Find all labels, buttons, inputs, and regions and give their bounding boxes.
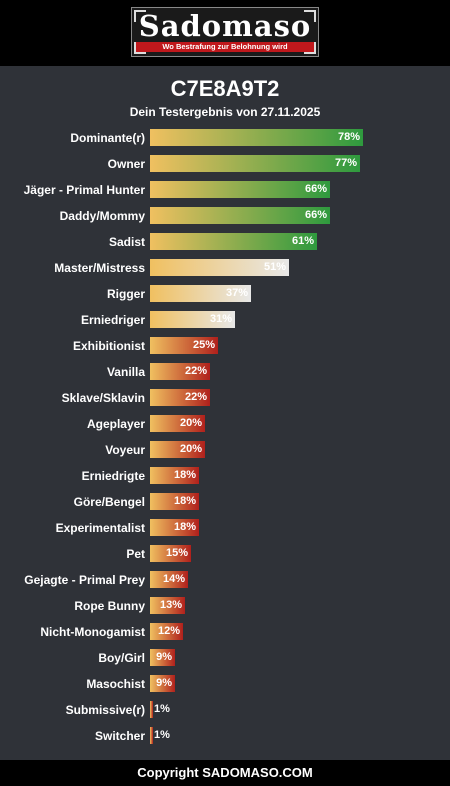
bar-value-label: 66%: [304, 209, 327, 221]
bar: [150, 441, 205, 458]
bar: [150, 207, 330, 224]
bar: [150, 389, 210, 406]
bar-value-label: 9%: [156, 651, 172, 663]
category-label: Daddy/Mommy: [59, 209, 145, 223]
bar-value-label: 18%: [173, 495, 196, 507]
bar-value-label: 20%: [179, 417, 202, 429]
bar-value-label: 14%: [162, 573, 185, 585]
copyright-text: Copyright SADOMASO.COM: [137, 765, 313, 780]
bar-value-label: 1%: [154, 729, 170, 741]
bar: [150, 545, 191, 562]
category-label: Masochist: [86, 677, 145, 691]
bar: [150, 467, 199, 484]
category-label: Erniedrigte: [81, 469, 145, 483]
bar-value-label: 13%: [159, 599, 182, 611]
bar-value-label: 12%: [157, 625, 180, 637]
bar-value-label: 22%: [184, 365, 207, 377]
bar-value-label: 22%: [184, 391, 207, 403]
category-label: Master/Mistress: [54, 261, 145, 275]
logo-tagline: Wo Bestrafung zur Belohnung wird: [136, 42, 314, 52]
category-label: Pet: [126, 547, 145, 561]
category-label: Sklave/Sklavin: [61, 391, 145, 405]
bar-value-label: 18%: [173, 469, 196, 481]
bar-value-label: 18%: [173, 521, 196, 533]
category-label: Rigger: [106, 287, 145, 301]
bar: [150, 649, 175, 666]
logo-text: Sadomaso: [138, 9, 312, 43]
category-label: Submissive(r): [65, 703, 145, 717]
chart-title: C7E8A9T2: [170, 76, 280, 101]
category-label: Switcher: [94, 729, 145, 743]
logo-corner-ornament: [304, 42, 316, 54]
category-label: Rope Bunny: [74, 599, 145, 613]
bar-value-label: 51%: [263, 261, 286, 273]
header-bar: Sadomaso Wo Bestrafung zur Belohnung wir…: [0, 0, 450, 66]
category-label: Owner: [107, 157, 145, 171]
bar-value-label: 25%: [192, 339, 215, 351]
logo-corner-ornament: [304, 10, 316, 22]
bar: [150, 623, 183, 640]
category-label: Boy/Girl: [98, 651, 145, 665]
bar: [150, 181, 330, 198]
bar-value-label: 61%: [291, 235, 314, 247]
bar: [150, 337, 218, 354]
bar-value-label: 20%: [179, 443, 202, 455]
category-label: Sadist: [108, 235, 145, 249]
bar: [150, 363, 210, 380]
bar: [150, 701, 153, 718]
category-label: Dominante(r): [70, 131, 145, 145]
bar: [150, 571, 188, 588]
category-label: Erniedriger: [80, 313, 145, 327]
bar: [150, 519, 199, 536]
category-label: Vanilla: [106, 365, 145, 379]
bar-value-label: 37%: [225, 287, 248, 299]
bar: [150, 597, 185, 614]
bar: [150, 311, 235, 328]
category-label: Göre/Bengel: [73, 495, 145, 509]
logo-corner-ornament: [134, 42, 146, 54]
bar: [150, 129, 363, 146]
bar-value-label: 1%: [154, 703, 170, 715]
category-label: Jäger - Primal Hunter: [23, 183, 145, 197]
bar-value-label: 9%: [156, 677, 172, 689]
category-label: Voyeur: [105, 443, 145, 457]
category-label: Experimentalist: [55, 521, 145, 535]
category-label: Gejagte - Primal Prey: [24, 573, 145, 587]
bar: [150, 727, 153, 744]
bar-value-label: 15%: [165, 547, 188, 559]
bar: [150, 155, 360, 172]
bar: [150, 675, 175, 692]
category-label: Nicht-Monogamist: [40, 625, 145, 639]
footer-bar: Copyright SADOMASO.COM: [0, 760, 450, 786]
bar: [150, 285, 251, 302]
category-label: Ageplayer: [86, 417, 145, 431]
bar: [150, 233, 317, 250]
site-logo[interactable]: Sadomaso Wo Bestrafung zur Belohnung wir…: [131, 7, 319, 57]
bar: [150, 259, 289, 276]
bar-value-label: 77%: [334, 157, 357, 169]
bar: [150, 493, 199, 510]
category-label: Exhibitionist: [73, 339, 145, 353]
chart-subtitle: Dein Testergebnis von 27.11.2025: [129, 105, 321, 119]
bar-value-label: 66%: [304, 183, 327, 195]
bar-value-label: 78%: [337, 131, 360, 143]
bar: [150, 415, 205, 432]
logo-corner-ornament: [134, 10, 146, 22]
bar-value-label: 31%: [209, 313, 232, 325]
